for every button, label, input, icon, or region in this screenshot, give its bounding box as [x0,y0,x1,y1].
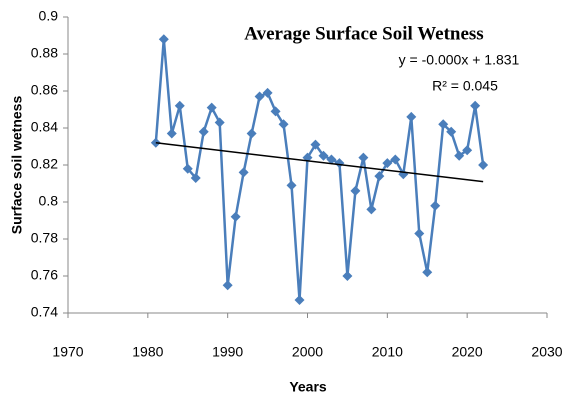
marker [358,152,369,163]
y-tick-label: 0.76 [31,267,58,283]
x-tick-label: 2010 [372,344,403,360]
trendline [155,142,484,183]
marker [414,228,425,239]
marker [182,163,193,174]
series-line [154,37,485,302]
y-tick-label: 0.9 [39,8,59,24]
marker [398,169,409,180]
chart-title: Average Surface Soil Wetness [244,23,483,44]
marker [246,128,257,139]
y-tick-label: 0.78 [31,230,58,246]
marker [214,117,225,128]
marker [350,185,361,196]
marker [190,172,201,183]
x-tick-label: 2020 [452,344,483,360]
marker [422,267,433,278]
marker [230,211,241,222]
marker [390,154,401,165]
marker [334,158,345,169]
marker [174,100,185,111]
marker [374,171,385,182]
marker [222,280,233,291]
x-tick-label: 2030 [531,344,562,360]
x-axis-label: Years [289,379,327,395]
marker [342,271,353,281]
y-axis-label: Surface soil wetness [9,96,25,235]
marker [382,158,393,169]
marker [326,154,337,165]
marker [286,180,297,191]
marker [462,145,473,156]
marker [294,295,305,306]
marker [198,126,209,137]
marker [438,119,449,130]
marker [238,167,249,178]
marker [278,119,289,130]
marker [310,139,321,150]
x-tick-label: 2000 [292,344,323,360]
y-tick-label: 0.84 [31,119,58,135]
x-tick-label: 1990 [212,344,243,360]
marker [366,204,377,215]
y-tick-label: 0.86 [31,82,58,98]
x-tick-label: 1980 [132,344,163,360]
marker [478,160,489,170]
marker [262,87,273,98]
y-tick-label: 0.8 [39,193,59,209]
marker [470,100,481,111]
marker [158,34,169,45]
marker [430,200,441,211]
marker [270,106,281,117]
x-tick-label: 1970 [52,344,83,360]
equation: y = -0.000x + 1.831 [399,52,520,68]
r-squared: R² = 0.045 [432,78,498,94]
marker [446,126,457,137]
marker [318,150,329,161]
y-tick-label: 0.88 [31,45,58,61]
marker [254,91,265,102]
marker [206,102,217,113]
marker [454,150,465,161]
marker [166,128,177,139]
y-tick-label: 0.74 [31,304,58,320]
marker [406,111,417,122]
y-tick-label: 0.82 [31,156,58,172]
